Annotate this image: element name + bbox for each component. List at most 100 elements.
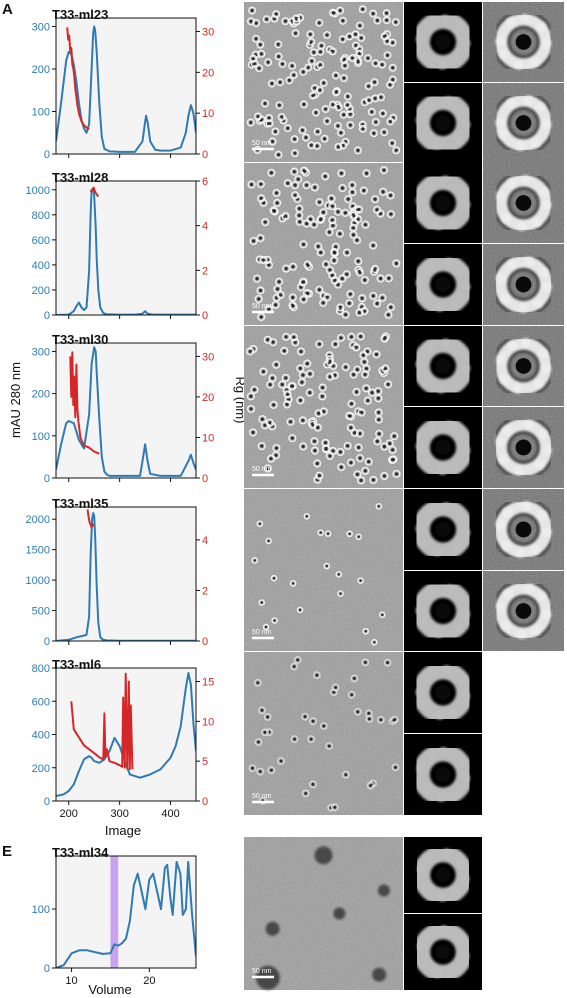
y-tick-label: 200 [32, 285, 50, 297]
particle-core [347, 301, 351, 305]
particle-core [293, 183, 297, 187]
particle-core [296, 658, 300, 662]
particle-core [340, 186, 345, 190]
particle-core [354, 32, 357, 36]
particle [301, 789, 310, 798]
particle-core [302, 297, 306, 301]
particle-core [333, 342, 337, 346]
x-tick-label: 20 [143, 975, 155, 987]
particle [339, 141, 348, 150]
particle-core [299, 285, 303, 289]
particle [276, 290, 285, 300]
particle [341, 363, 350, 372]
particle-core [383, 367, 387, 371]
particle [280, 346, 289, 355]
particle [318, 383, 327, 392]
x-axis-label-image: Image [105, 823, 141, 838]
particle-core [370, 391, 374, 395]
particle [317, 529, 324, 536]
particle-core [336, 124, 340, 128]
particle-core [271, 140, 275, 144]
particle-core [343, 64, 347, 68]
particle [336, 447, 345, 457]
y-tick-label: 1500 [26, 545, 50, 557]
class-average [483, 571, 564, 651]
particle [378, 611, 386, 619]
particle [361, 370, 370, 379]
particle [269, 400, 278, 409]
particle [327, 194, 336, 203]
particle [257, 441, 266, 451]
scale-bar-label: 50 nm [252, 466, 272, 473]
particle-core [394, 765, 397, 769]
particle-core [315, 461, 319, 466]
particle [336, 128, 345, 137]
particle [272, 188, 281, 198]
particle [388, 38, 397, 47]
particle-core [277, 54, 281, 58]
particle [316, 60, 325, 69]
particle [315, 285, 324, 294]
particle-core [305, 362, 309, 366]
particle [296, 396, 305, 405]
particle-core [275, 287, 280, 291]
particle-core [339, 336, 343, 340]
particle-core [336, 283, 340, 287]
particle [369, 9, 378, 18]
particle-core [282, 349, 286, 353]
particle [282, 332, 291, 341]
particle [329, 8, 338, 17]
particle-core [355, 368, 359, 372]
particle [333, 121, 342, 130]
particle-core [271, 340, 275, 344]
particle [312, 671, 321, 680]
particle-core [302, 169, 306, 173]
particle [310, 437, 319, 446]
stain-blob [377, 884, 390, 897]
particle-core [294, 17, 298, 21]
chart-title: T33-ml34 [52, 845, 109, 860]
particle [248, 6, 257, 15]
particle-core [336, 210, 340, 214]
particle [323, 31, 332, 40]
y2-tick-label: 10 [202, 108, 214, 120]
particle [307, 141, 316, 150]
particle [330, 803, 339, 812]
particle [370, 78, 379, 87]
particle [341, 770, 350, 779]
particle [379, 166, 389, 175]
particle-core [304, 791, 308, 795]
particle-core [251, 766, 254, 770]
particle [325, 358, 334, 367]
panel-letter-e: E [2, 843, 12, 860]
absorbance-series-line [56, 25, 196, 153]
particle [256, 286, 265, 295]
particle-core [355, 238, 359, 242]
particle-core [385, 39, 389, 43]
particle [374, 394, 383, 403]
particle [256, 40, 265, 49]
particle [346, 530, 353, 538]
particle-core [339, 131, 343, 135]
particle-core [314, 111, 318, 115]
particle [270, 207, 279, 216]
particle-core [325, 564, 328, 568]
particle [274, 40, 283, 49]
particle-core [329, 196, 333, 201]
particle [392, 259, 401, 268]
particle-core [249, 407, 253, 411]
chart-6: 0 100 10 20 T33-ml34 [32, 845, 197, 987]
y2-tick-label: 0 [202, 473, 208, 485]
particle [300, 166, 309, 175]
particle [364, 96, 373, 105]
class-average [404, 83, 482, 163]
particle-core [354, 44, 358, 47]
particle-core [369, 784, 372, 787]
y-tick-label: 200 [32, 389, 50, 401]
particle [352, 343, 361, 352]
particle-core [258, 288, 263, 293]
particle-core [379, 95, 383, 99]
particle-core [284, 267, 288, 271]
particle [261, 728, 269, 737]
particle-core [251, 430, 255, 434]
